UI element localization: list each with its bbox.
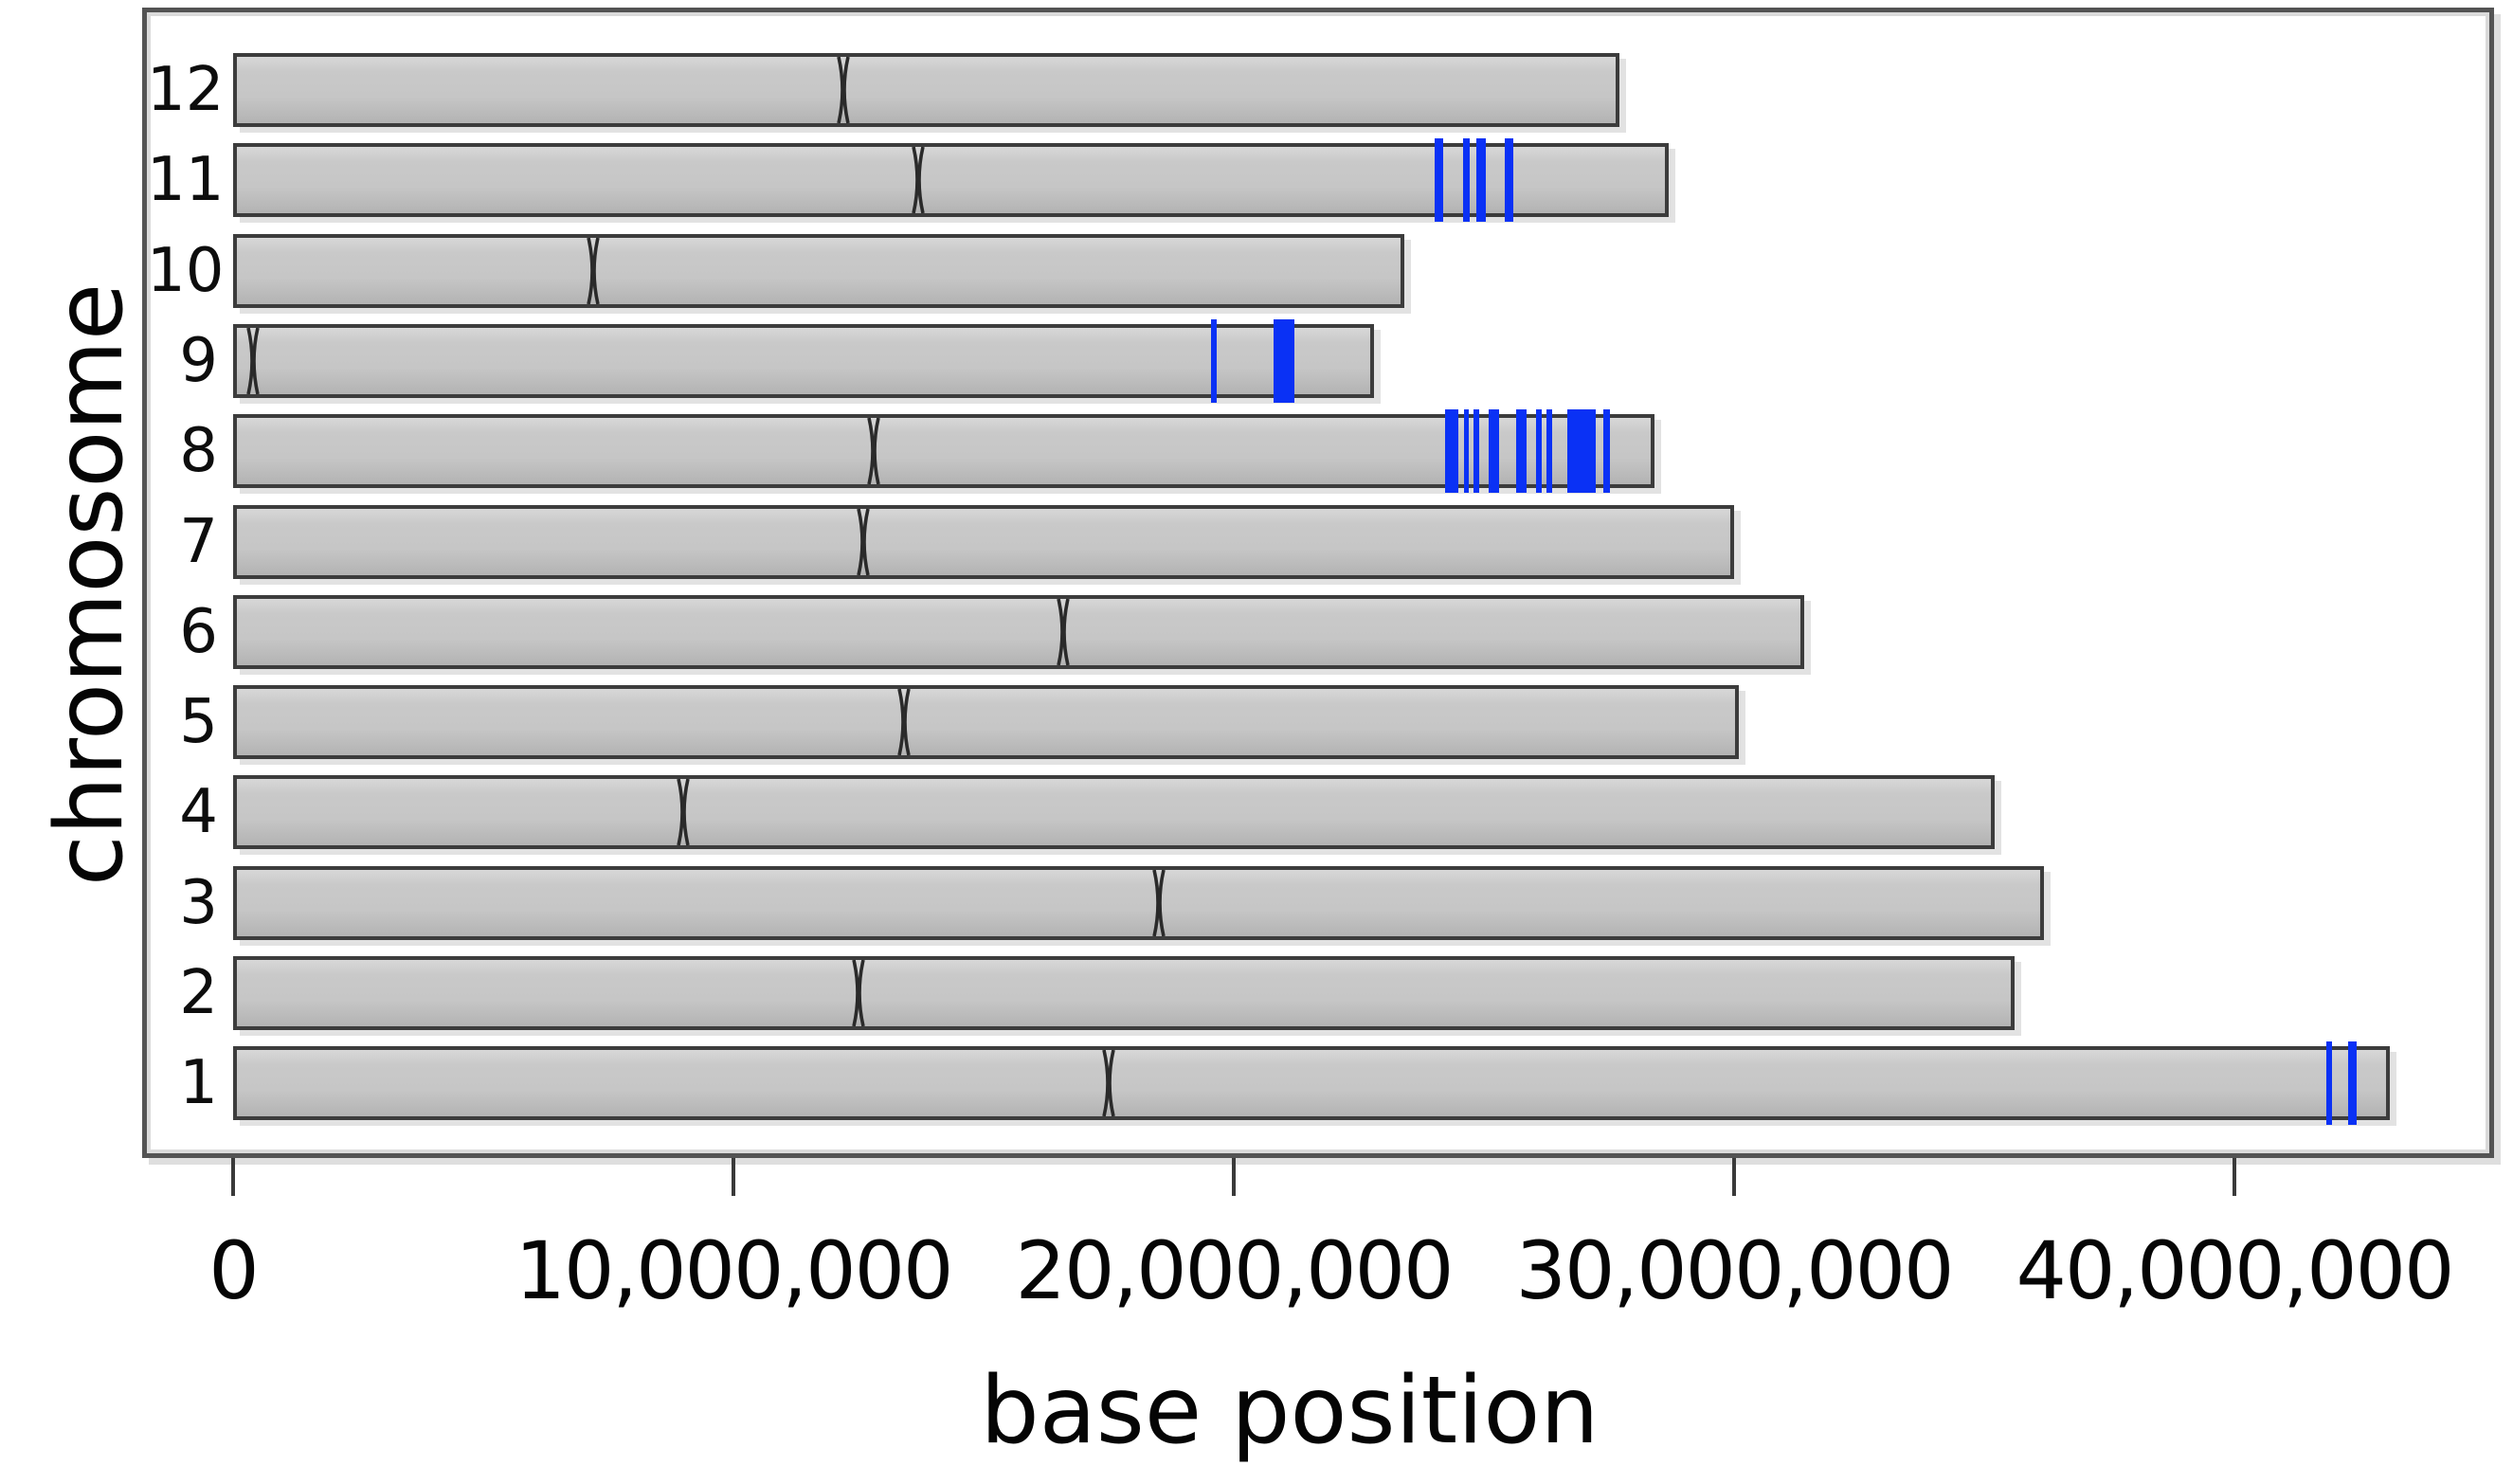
centromere-notch-chr-5 <box>896 689 911 756</box>
row-label-chr-9: 9 <box>179 325 218 396</box>
row-label-chr-4: 4 <box>179 777 218 848</box>
centromere-notch-chr-4 <box>677 779 690 846</box>
centromere-notch-chr-2 <box>852 960 865 1026</box>
x-tick-label-0: 0 <box>208 1224 259 1317</box>
row-label-chr-8: 8 <box>179 416 218 487</box>
chromosome-bar-12 <box>233 53 1619 127</box>
x-tick-3 <box>1732 1158 1736 1196</box>
centromere-notch-chr-1 <box>1102 1050 1115 1117</box>
row-label-chr-5: 5 <box>179 687 218 758</box>
centromere-notch-chr-11 <box>912 147 926 214</box>
x-tick-label-2: 20,000,000 <box>1015 1224 1455 1317</box>
marker-line-chr-11-3 <box>1505 138 1513 223</box>
chromosome-bar-3 <box>233 865 2045 940</box>
chromosome-bar-9 <box>233 318 1374 403</box>
marker-line-chr-8-7 <box>1567 409 1596 494</box>
row-label-chr-2: 2 <box>179 958 218 1028</box>
marker-line-chr-9-0 <box>1210 318 1218 403</box>
marker-line-chr-8-0 <box>1444 409 1458 494</box>
marker-line-chr-1-0 <box>2326 1041 2333 1126</box>
chromosome-bar-6 <box>233 594 1804 669</box>
row-label-chr-7: 7 <box>179 506 218 577</box>
centromere-notch-chr-6 <box>1057 598 1071 665</box>
x-tick-label-4: 40,000,000 <box>2016 1224 2455 1317</box>
marker-line-chr-8-4 <box>1516 409 1527 494</box>
marker-line-chr-9-1 <box>1273 318 1294 403</box>
x-tick-label-3: 30,000,000 <box>1515 1224 1955 1317</box>
x-axis-label: base position <box>980 1357 1600 1465</box>
x-tick-4 <box>2233 1158 2236 1196</box>
marker-line-chr-8-8 <box>1602 409 1610 494</box>
marker-line-chr-8-1 <box>1463 409 1470 494</box>
marker-line-chr-11-1 <box>1463 138 1470 223</box>
x-tick-1 <box>732 1158 735 1196</box>
x-tick-2 <box>1232 1158 1236 1196</box>
marker-line-chr-8-6 <box>1546 409 1552 494</box>
marker-line-chr-8-3 <box>1489 409 1499 494</box>
chromosome-bar-10 <box>233 233 1404 308</box>
x-tick-0 <box>231 1158 235 1196</box>
chromosome-bar-8 <box>233 409 1654 494</box>
chromosome-bar-4 <box>233 775 1995 850</box>
marker-line-chr-8-5 <box>1536 409 1542 494</box>
row-label-chr-6: 6 <box>179 596 218 667</box>
centromere-notch-chr-7 <box>857 508 871 575</box>
row-label-chr-1: 1 <box>179 1048 218 1119</box>
centromere-notch-chr-10 <box>587 237 600 304</box>
centromere-notch-chr-9 <box>246 327 260 394</box>
marker-line-chr-1-1 <box>2347 1041 2357 1126</box>
centromere-notch-chr-8 <box>867 418 880 485</box>
chromosome-bar-2 <box>233 956 2015 1030</box>
y-axis-label: chromosome <box>36 282 144 887</box>
chromosome-bar-11 <box>233 138 1670 223</box>
row-label-chr-12: 12 <box>147 55 225 125</box>
centromere-notch-chr-12 <box>837 57 850 123</box>
chromosome-bar-7 <box>233 504 1734 579</box>
row-label-chr-11: 11 <box>147 145 225 216</box>
chromosome-bar-5 <box>233 685 1740 760</box>
row-label-chr-10: 10 <box>147 235 225 306</box>
marker-line-chr-11-2 <box>1476 138 1487 223</box>
centromere-notch-chr-3 <box>1152 869 1166 936</box>
marker-line-chr-8-2 <box>1473 409 1479 494</box>
row-label-chr-3: 3 <box>179 867 218 938</box>
chromosome-bar-1 <box>233 1041 2390 1126</box>
x-tick-label-1: 10,000,000 <box>515 1224 954 1317</box>
marker-line-chr-11-0 <box>1435 138 1443 223</box>
